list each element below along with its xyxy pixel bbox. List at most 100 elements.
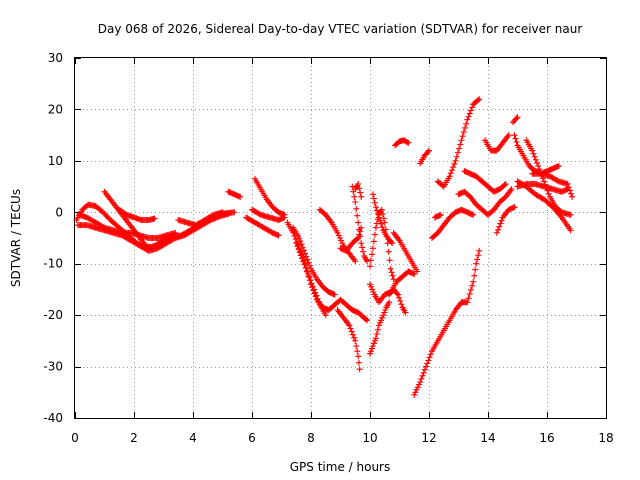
data-point (356, 185, 363, 192)
data-point (297, 252, 304, 259)
series-arc-f1 (392, 137, 412, 149)
series-arc-d4 (352, 181, 365, 200)
data-point (454, 149, 461, 156)
data-point (352, 337, 359, 344)
series-arc-i6 (529, 170, 576, 200)
data-point (469, 104, 476, 111)
data-point (531, 153, 538, 160)
data-point (358, 240, 365, 247)
data-point (231, 209, 238, 216)
data-point (413, 386, 420, 393)
data-point (313, 292, 320, 299)
data-point (312, 289, 319, 296)
data-point (495, 226, 502, 233)
series-arc-b2 (251, 175, 288, 218)
data-point (388, 269, 395, 276)
data-point (567, 227, 574, 234)
data-point (456, 145, 463, 152)
series-arc-a3 (76, 211, 179, 241)
data-point (348, 328, 355, 335)
data-point (315, 298, 322, 305)
data-point (497, 220, 504, 227)
data-point (338, 237, 345, 244)
data-point (566, 187, 573, 194)
data-point (380, 215, 387, 222)
data-point (453, 153, 460, 160)
x-tick-label: 6 (248, 431, 256, 445)
data-point (411, 271, 418, 277)
data-point (543, 184, 550, 191)
x-tick-label: 14 (480, 431, 495, 445)
data-point (378, 220, 385, 227)
data-point (367, 257, 374, 264)
series-arc-h4 (455, 186, 515, 218)
data-point (357, 233, 364, 240)
data-point (452, 157, 459, 164)
data-point (349, 331, 356, 338)
data-point (339, 240, 346, 247)
data-point (389, 272, 396, 279)
data-point (334, 229, 341, 236)
data-point (367, 350, 373, 357)
data-point (281, 214, 288, 221)
data-point (458, 137, 465, 144)
data-point (371, 231, 378, 238)
data-point (301, 261, 308, 268)
data-point (476, 247, 483, 254)
series-arc-e3 (369, 191, 396, 247)
data-point (470, 278, 477, 285)
data-point (293, 239, 300, 246)
data-point (467, 107, 474, 114)
data-point (351, 334, 358, 341)
data-point (355, 353, 362, 360)
data-point (303, 267, 310, 274)
data-point (305, 271, 312, 277)
data-point (295, 246, 302, 253)
data-point (371, 199, 378, 206)
data-point (396, 294, 403, 301)
data-point (412, 389, 419, 396)
data-point (379, 224, 386, 231)
data-point (305, 259, 312, 266)
data-point (356, 366, 363, 373)
data-point (386, 299, 393, 306)
series-arc-a6 (175, 209, 226, 229)
x-axis-label: GPS time / hours (290, 460, 391, 474)
data-point (382, 307, 389, 313)
data-point (467, 286, 474, 293)
data-point (501, 182, 508, 189)
data-point (298, 241, 305, 248)
data-point (370, 340, 377, 347)
data-point (405, 139, 412, 146)
data-point (300, 247, 307, 254)
data-point (376, 319, 383, 326)
data-point (471, 272, 478, 279)
data-point (535, 163, 542, 169)
series-arc-a4 (101, 188, 155, 252)
data-point (303, 253, 310, 260)
data-point (299, 244, 306, 251)
x-tick-label: 8 (307, 431, 315, 445)
data-point (358, 193, 365, 200)
data-point (502, 181, 509, 187)
data-point (373, 331, 380, 337)
data-point (369, 245, 376, 252)
data-point (555, 163, 562, 169)
y-tick-label: 30 (48, 51, 63, 65)
data-point (466, 110, 473, 117)
data-series (73, 96, 576, 398)
data-point (346, 322, 353, 329)
data-point (151, 215, 158, 222)
data-point (307, 277, 314, 284)
data-point (296, 235, 303, 241)
data-point (417, 379, 424, 385)
data-point (457, 141, 464, 148)
series-arc-a5 (116, 206, 158, 223)
data-point (493, 229, 500, 236)
x-tick-label: 10 (362, 431, 377, 445)
y-tick-label: 0 (55, 205, 63, 219)
data-point (370, 289, 377, 295)
series-arc-i5 (514, 178, 574, 234)
data-point (469, 282, 476, 289)
data-point (296, 249, 303, 256)
